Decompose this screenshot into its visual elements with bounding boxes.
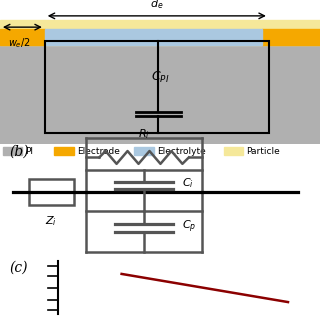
- Text: (b): (b): [10, 145, 29, 159]
- Text: $w_e/2$: $w_e/2$: [8, 36, 30, 50]
- Text: Electrolyte: Electrolyte: [157, 147, 205, 156]
- Text: Particle: Particle: [246, 147, 280, 156]
- Text: $C_p$: $C_p$: [182, 218, 197, 235]
- Text: $R_i$: $R_i$: [138, 128, 150, 141]
- Bar: [134, 147, 154, 155]
- Text: $C_{PI}$: $C_{PI}$: [151, 70, 169, 85]
- Text: $Z_i$: $Z_i$: [45, 214, 57, 228]
- Bar: [3, 147, 22, 155]
- Text: Electrode: Electrode: [77, 147, 120, 156]
- Bar: [0, 45, 320, 144]
- Bar: [262, 28, 320, 45]
- Text: $d_e$: $d_e$: [150, 0, 164, 11]
- Text: PI: PI: [26, 147, 34, 156]
- Text: (c): (c): [10, 261, 28, 275]
- Bar: [54, 147, 74, 155]
- Bar: [0, 20, 320, 45]
- Text: $C_i$: $C_i$: [182, 176, 194, 190]
- Bar: [0, 28, 45, 45]
- Bar: [45, 41, 269, 133]
- Bar: [29, 179, 74, 205]
- Bar: [45, 28, 262, 45]
- Bar: [224, 147, 243, 155]
